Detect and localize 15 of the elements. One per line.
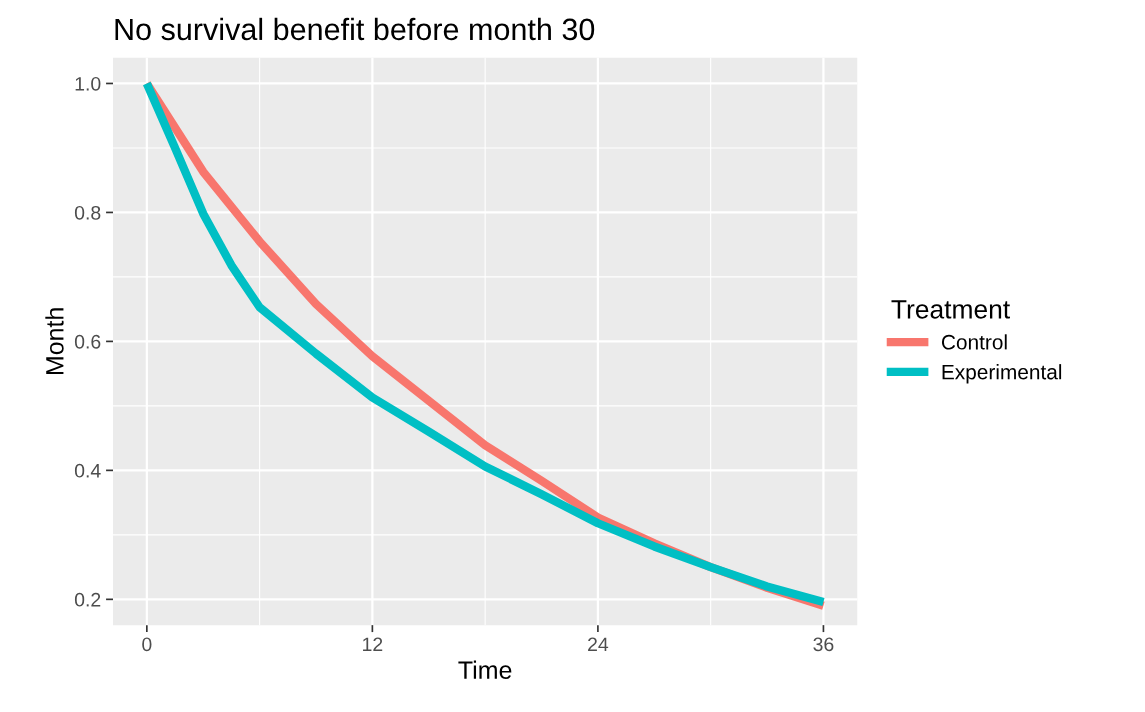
x-axis-title: Time xyxy=(458,660,512,679)
y-axis-title: Month xyxy=(45,308,64,375)
chart-title: No survival benefit before month 30 xyxy=(115,17,595,41)
legend-title: Treatment xyxy=(891,300,1010,319)
x-tick-label: 24 xyxy=(588,637,609,652)
x-tick-label: 12 xyxy=(363,637,383,652)
y-tick-label: 0.4 xyxy=(74,463,101,478)
x-tick-label: 0 xyxy=(142,637,152,652)
y-tick-label: 0.8 xyxy=(74,205,101,220)
legend-label: Control xyxy=(941,334,1007,350)
y-tick-label: 0.2 xyxy=(74,592,101,607)
legend-label: Experimental xyxy=(942,364,1062,384)
y-tick-label: 0.6 xyxy=(74,334,101,349)
x-tick-label: 36 xyxy=(813,637,834,652)
y-tick-label: 1.0 xyxy=(75,76,101,91)
